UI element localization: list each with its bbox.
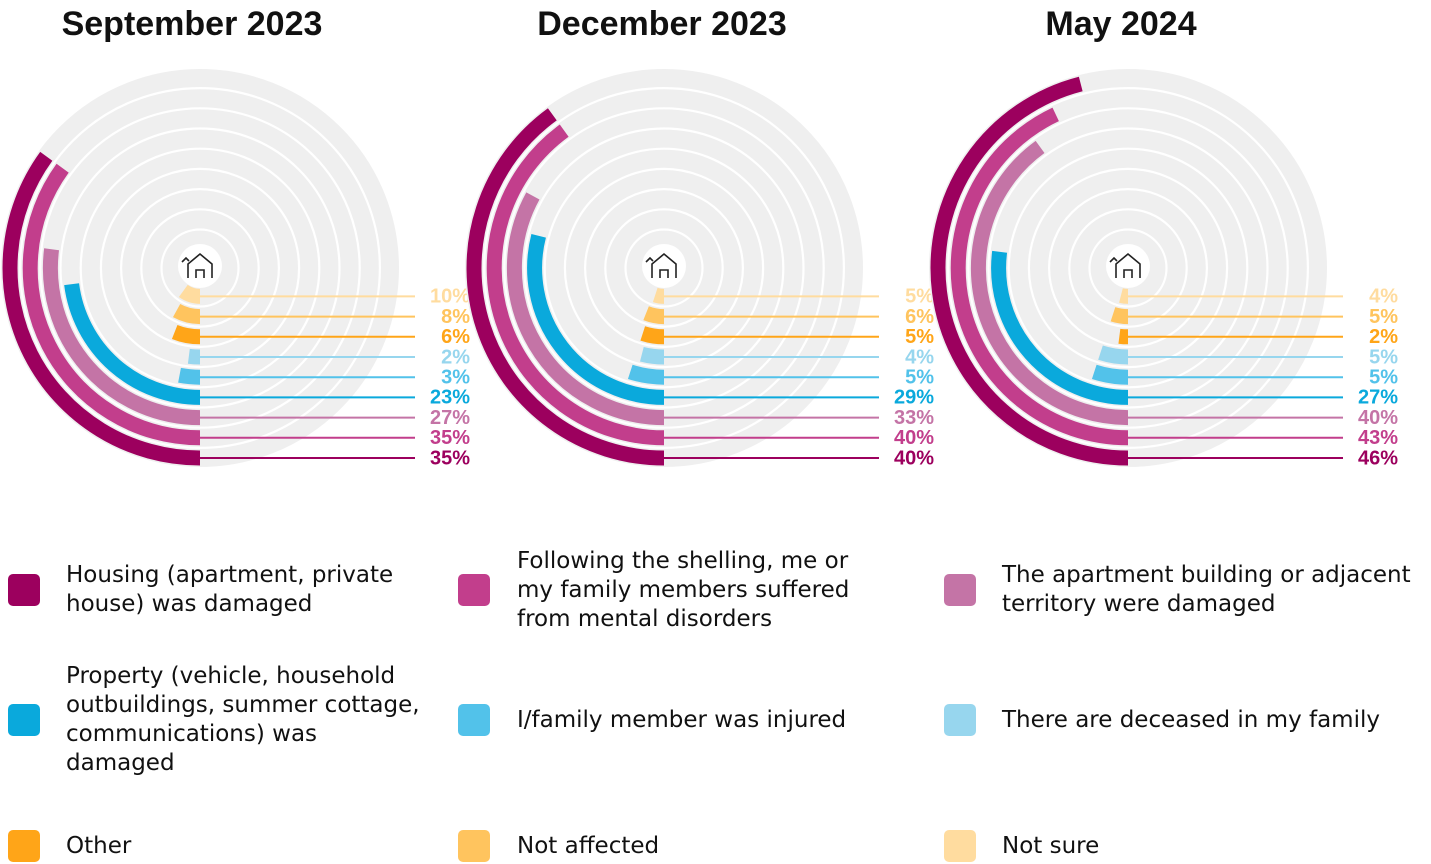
- radial-bar: [42, 248, 201, 426]
- legend-swatch: [458, 830, 490, 862]
- icon: [181, 252, 213, 278]
- radial-bar: [22, 163, 201, 446]
- radial-bar: [486, 124, 665, 446]
- radial-bar: [527, 233, 665, 405]
- value-label: 46%: [1358, 447, 1398, 469]
- value-label: 23%: [430, 387, 470, 409]
- radial-bar: [187, 348, 201, 365]
- center-icon: [178, 244, 222, 288]
- legend-label: Other: [66, 832, 132, 859]
- legend-label: I/family member was injured: [517, 706, 847, 733]
- icon-bg: [642, 244, 686, 288]
- radial-bar: [178, 367, 201, 385]
- value-label: 3%: [441, 366, 470, 388]
- legend-swatch: [944, 704, 976, 736]
- chart-title: May 2024: [1045, 5, 1196, 43]
- value-label: 29%: [894, 387, 934, 409]
- value-label: 5%: [905, 326, 934, 348]
- radial-bar: [643, 306, 665, 325]
- radial-bar: [627, 364, 665, 385]
- value-label: 5%: [1369, 346, 1398, 368]
- value-label: 8%: [441, 306, 470, 328]
- value-label: 33%: [894, 407, 934, 429]
- legend-label: Property (vehicle, household outbuilding…: [66, 663, 420, 776]
- radial-bar: [652, 287, 665, 304]
- charts: September 202335%35%27%23%3%2%6%8%10%Dec…: [1, 5, 1398, 469]
- legend-swatch: [944, 574, 976, 606]
- legend-swatch: [8, 704, 40, 736]
- chart-title: September 2023: [62, 5, 323, 43]
- legend-swatch: [8, 574, 40, 606]
- legend-label: There are deceased in my family: [1002, 706, 1380, 733]
- value-label: 6%: [905, 306, 934, 328]
- radial-bar: [930, 76, 1129, 466]
- value-label: 27%: [1358, 387, 1398, 409]
- value-label: 2%: [1369, 326, 1398, 348]
- legend-label: The apartment building or adjacent terri…: [1002, 562, 1411, 617]
- radial-bar: [640, 326, 665, 345]
- radial-bar: [466, 108, 665, 466]
- value-label: 40%: [894, 447, 934, 469]
- value-label: 6%: [441, 326, 470, 348]
- chart-title: December 2023: [537, 5, 787, 43]
- radial-bar: [1119, 288, 1129, 304]
- radial-bar: [506, 192, 665, 426]
- radial-bar: [970, 140, 1129, 426]
- icon-bg: [1106, 244, 1150, 288]
- center-icon: [642, 244, 686, 288]
- value-label: 10%: [430, 286, 470, 308]
- radial-bar: [64, 283, 201, 405]
- legend-swatch: [458, 704, 490, 736]
- value-label: 40%: [894, 427, 934, 449]
- legend-swatch: [458, 574, 490, 606]
- radial-bar: [1098, 345, 1129, 365]
- radial-bar: [1110, 307, 1129, 325]
- legend-label: Not affected: [517, 832, 660, 859]
- radial-bar: [640, 346, 665, 365]
- value-label: 2%: [441, 346, 470, 368]
- radial-bar: [991, 250, 1129, 405]
- value-label: 43%: [1358, 427, 1398, 449]
- icon-bg: [178, 244, 222, 288]
- radial-bar: [171, 324, 201, 345]
- radial-bar: [1118, 328, 1129, 345]
- legend-swatch: [944, 830, 976, 862]
- center-icon: [1106, 244, 1150, 288]
- legend-label: Following the shelling, me or my family …: [517, 547, 850, 632]
- value-label: 4%: [905, 346, 934, 368]
- icon: [1109, 252, 1141, 278]
- value-label: 5%: [1369, 306, 1398, 328]
- value-label: 5%: [1369, 366, 1398, 388]
- value-label: 40%: [1358, 407, 1398, 429]
- legend-label: Not sure: [1002, 832, 1100, 859]
- radial-bar: [178, 284, 201, 304]
- value-label: 4%: [1369, 286, 1398, 308]
- icon: [645, 252, 677, 278]
- legend-label: Housing (apartment, private house) was d…: [66, 562, 394, 617]
- value-label: 35%: [430, 447, 470, 469]
- radial-bar: [1091, 364, 1129, 385]
- value-label: 5%: [905, 366, 934, 388]
- radial-bar: [950, 107, 1129, 446]
- legend-swatch: [8, 830, 40, 862]
- value-label: 35%: [430, 427, 470, 449]
- radial-bar: [172, 303, 201, 325]
- radial-bar: [2, 151, 201, 466]
- value-label: 27%: [430, 407, 470, 429]
- value-label: 5%: [905, 286, 934, 308]
